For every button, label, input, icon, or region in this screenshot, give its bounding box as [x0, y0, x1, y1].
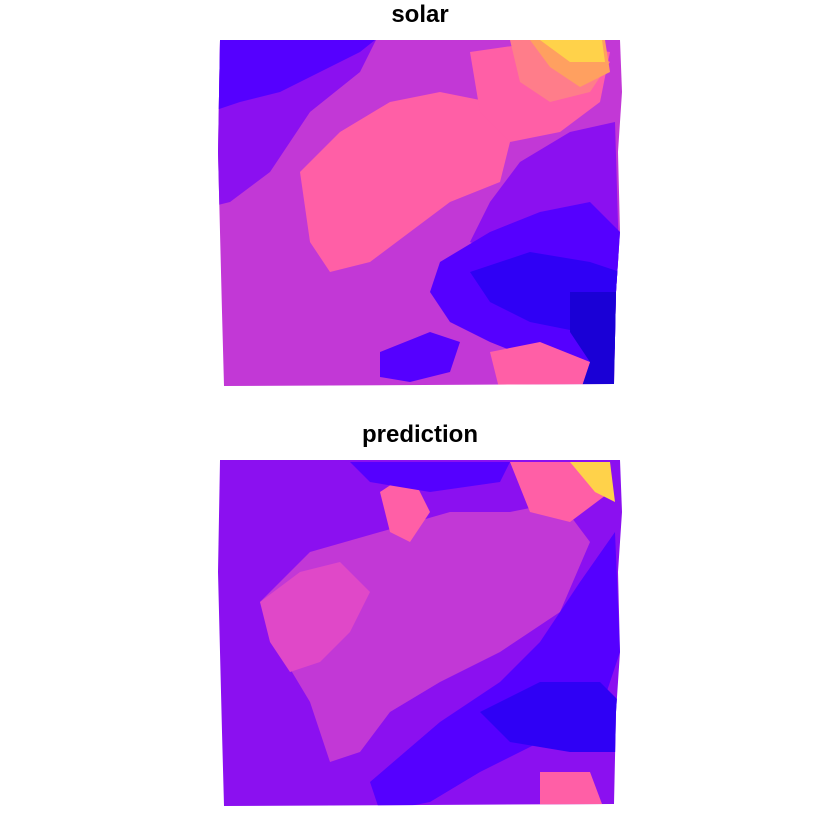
- solar-yellow-corner: [540, 40, 605, 62]
- solar-blue-northwest: [218, 40, 385, 112]
- prediction-darkblue-southeast: [480, 682, 620, 752]
- solar-pink-south: [490, 342, 590, 386]
- prediction-blue-north: [350, 462, 510, 492]
- prediction-map-title: prediction: [361, 421, 478, 448]
- prediction-pink-west: [260, 562, 370, 672]
- prediction-blue-diagonal: [370, 532, 620, 806]
- prediction-pink-south: [540, 772, 605, 806]
- prediction-yellow-corner: [570, 462, 615, 502]
- solar-map-panel: solar: [218, 1, 622, 386]
- prediction-map-panel: prediction: [0, 420, 840, 840]
- solar-blue-lower-middle: [380, 332, 460, 382]
- solar-pink-central: [300, 92, 510, 272]
- prediction-raster-map: [218, 460, 622, 806]
- solar-darkest-southeast: [570, 292, 620, 386]
- solar-raster-map: [218, 40, 622, 386]
- solar-map-title: solar: [391, 1, 449, 28]
